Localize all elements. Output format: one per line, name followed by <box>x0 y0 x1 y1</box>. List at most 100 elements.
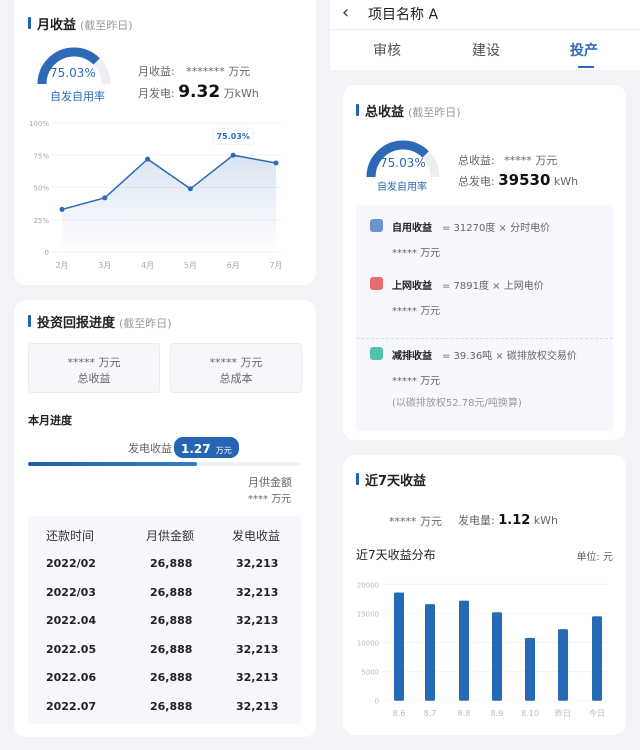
y-tick-label: 0 <box>375 698 379 706</box>
x-tick-label: 4月 <box>141 261 154 270</box>
tab-construction[interactable]: 建设 <box>472 43 500 59</box>
value: 1.27 <box>181 442 211 456</box>
title-text: 月收益 <box>37 18 77 33</box>
supply-label: 月供金额 <box>248 476 292 489</box>
label: 发电量: <box>458 514 495 527</box>
gauge-total <box>366 140 440 178</box>
value: ******* <box>186 65 225 78</box>
investment-title: 投资回报进度 (截至昨日) <box>28 312 172 331</box>
x-tick-label: 8.6 <box>393 709 406 718</box>
y-tick-label: 10000 <box>357 640 379 648</box>
week-power: 发电量: 1.12 kWh <box>458 512 558 528</box>
table-cell: 26,888 <box>150 671 193 685</box>
col-header: 发电收益 <box>232 528 281 543</box>
table-cell: 32,213 <box>236 557 279 571</box>
gauge-value: 75.03% <box>380 156 426 170</box>
power-row: 月发电: 9.32 万kWh <box>138 82 259 102</box>
bar <box>558 629 568 701</box>
gauge-label: 自发自用率 <box>50 90 105 103</box>
tooltip-label: 75.03% <box>217 132 250 141</box>
unit: 万元 <box>215 446 232 455</box>
week-income: ***** 万元 <box>389 513 442 529</box>
monthly-title: 月收益 (截至昨日) <box>28 14 133 33</box>
gen-value-badge: 1.27 万元 <box>174 437 239 458</box>
data-point <box>102 195 108 201</box>
table-cell: 32,213 <box>236 699 279 713</box>
bar <box>492 612 502 701</box>
label: 总发电: <box>458 175 495 188</box>
income-row: 总收益: ***** 万元 <box>458 152 557 168</box>
x-tick-label: 8.10 <box>521 709 539 718</box>
unit-label: 单位: 元 <box>576 552 613 563</box>
label: 总成本 <box>219 372 253 385</box>
y-tick-label: 15000 <box>357 610 379 618</box>
power-row: 总发电: 39530 kWh <box>458 171 578 189</box>
table-cell: 32,213 <box>236 642 279 656</box>
unit: 万元 <box>271 494 292 505</box>
seven-day-card: 近7天收益 ***** 万元 发电量: 1.12 kWh 近7天收益分布 单位:… <box>343 455 626 735</box>
item-unit: 万元 <box>420 376 441 387</box>
label: 月发电: <box>138 87 175 100</box>
unit: 万kWh <box>223 87 259 100</box>
value: ***** <box>209 356 238 369</box>
x-tick-label: 8.8 <box>458 709 471 718</box>
y-tick-label: 100% <box>29 120 49 128</box>
monthly-income-card: 月收益 (截至昨日) 75.03% 自发自用率 月收益: ******* 万元 月… <box>14 0 316 285</box>
x-tick-label: 5月 <box>184 261 197 270</box>
y-tick-label: 0 <box>45 249 49 257</box>
repayment-table: 还款时间 月供金额 发电收益 2022/02 26,888 32,213 2022/03 2… <box>28 516 301 724</box>
gen-label: 发电收益 <box>128 442 172 455</box>
total-income-card: 总收益 (截至昨日) 75.03% 自发自用率 总收益: ***** 万元 总发电… <box>343 85 626 440</box>
label: 总收益: <box>458 154 495 167</box>
investment-card: 投资回报进度 (截至昨日) ***** 万元 总收益 ***** 万元 总成本 本月进… <box>14 300 316 737</box>
x-tick-label: 2月 <box>55 261 68 270</box>
tab-production[interactable]: 投产 <box>570 43 598 59</box>
monthly-line-chart: 0 25% 50% 75% 100% 2月 3月 4月 5月 6月 7月 75.03% <box>29 120 283 270</box>
tooltip-box <box>212 127 254 145</box>
subtitle: (截至昨日) <box>80 19 133 32</box>
divider <box>330 29 640 30</box>
unit: kWh <box>533 514 559 527</box>
table-cell: 26,888 <box>150 699 193 713</box>
total-income-box: ***** 万元 总收益 <box>28 343 160 393</box>
bar <box>525 637 535 701</box>
bar <box>425 604 435 701</box>
table-row: 2022.05 26,888 32,213 <box>46 635 301 664</box>
table-cell: 26,888 <box>150 557 193 571</box>
table-cell: 2022.07 <box>46 699 97 713</box>
top-header: ‹ 项目名称 A 审核 建设 投产 <box>330 0 640 70</box>
x-tick-label: 3月 <box>98 261 111 270</box>
unit: 万元 <box>240 356 263 369</box>
table-cell: 2022/03 <box>46 585 96 599</box>
item-unit: 万元 <box>420 248 441 259</box>
bulb-icon <box>370 347 383 360</box>
x-tick-label: 8.7 <box>424 709 437 718</box>
value: ***** <box>504 154 532 167</box>
table-row: 2022.06 26,888 32,213 <box>46 664 301 693</box>
title-text: 总收益 <box>365 105 405 120</box>
table-cell: 32,213 <box>236 614 279 628</box>
item-name: 上网收益 <box>392 281 432 292</box>
y-tick-label: 25% <box>33 217 49 225</box>
item-value: ***** <box>392 248 417 259</box>
table-cell: 32,213 <box>236 671 279 685</box>
total-title: 总收益 (截至昨日) <box>356 101 461 120</box>
table-cell: 26,888 <box>150 585 193 599</box>
unit: 万元 <box>228 65 251 78</box>
table-cell: 26,888 <box>150 614 193 628</box>
tab-review[interactable]: 审核 <box>373 43 401 59</box>
label: 总收益 <box>77 372 111 385</box>
area-fill <box>62 155 276 252</box>
table-row: 2022.04 26,888 32,213 <box>46 607 301 636</box>
y-tick-label: 50% <box>33 185 49 193</box>
value: 1.12 <box>498 513 531 528</box>
data-point <box>187 186 193 192</box>
item-formula: = 7891度 × 上网电价 <box>442 281 544 292</box>
table-row: 2022.07 26,888 32,213 <box>46 692 301 721</box>
y-tick-label: 5000 <box>361 669 379 677</box>
data-point <box>145 156 151 162</box>
series-line <box>61 154 277 211</box>
x-tick-label: 7月 <box>269 261 282 270</box>
back-icon[interactable]: ‹ <box>342 2 350 23</box>
label: 月收益: <box>138 65 175 78</box>
